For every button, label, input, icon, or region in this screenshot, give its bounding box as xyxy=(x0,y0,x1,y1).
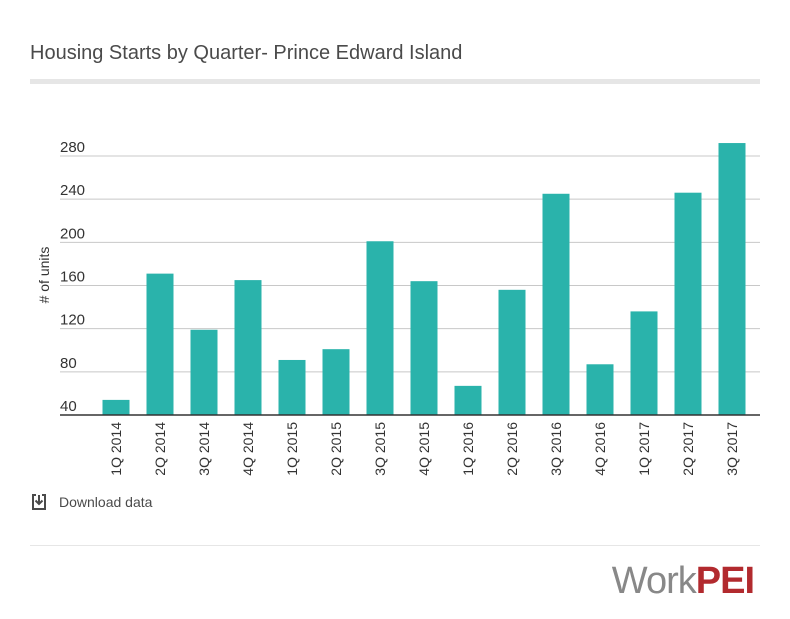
y-tick-label: 120 xyxy=(60,312,85,329)
x-tick-label: 1Q 2015 xyxy=(284,422,300,476)
chart-title: Housing Starts by Quarter- Prince Edward… xyxy=(30,42,463,64)
chart-grid xyxy=(60,155,760,373)
x-tick-label: 1Q 2014 xyxy=(108,422,124,476)
bar-4q-2014[interactable] xyxy=(234,280,262,415)
bar-3q-2017[interactable] xyxy=(718,143,746,416)
x-tick-label: 1Q 2017 xyxy=(636,422,652,476)
x-tick-label: 2Q 2015 xyxy=(328,422,344,476)
bar-1q-2015[interactable] xyxy=(278,359,306,415)
title-divider xyxy=(30,79,760,84)
bar-chart: 40 80 120 160 200 240 280 1Q 2014 2Q 2014 3Q 201… xyxy=(36,139,760,476)
bar-3q-2015[interactable] xyxy=(366,241,394,415)
bar-2q-2016[interactable] xyxy=(498,289,526,415)
bar-3q-2014[interactable] xyxy=(190,329,218,415)
x-tick-label: 3Q 2014 xyxy=(196,422,212,476)
y-tick-label: 80 xyxy=(60,355,77,372)
x-tick-label: 3Q 2016 xyxy=(548,422,564,476)
x-tick-label: 1Q 2016 xyxy=(460,422,476,476)
x-tick-label: 2Q 2017 xyxy=(680,422,696,476)
logo-pei-text: PEI xyxy=(695,560,755,602)
y-tick-label: 280 xyxy=(60,139,85,156)
y-tick-label: 160 xyxy=(60,269,85,286)
bar-4q-2015[interactable] xyxy=(410,281,438,415)
bar-1q-2014[interactable] xyxy=(102,399,130,415)
bar-4q-2016[interactable] xyxy=(586,364,614,415)
x-tick-label: 3Q 2015 xyxy=(372,422,388,476)
x-tick-label: 4Q 2014 xyxy=(240,422,256,476)
bar-1q-2017[interactable] xyxy=(630,311,658,415)
logo-work-text: Work xyxy=(611,560,697,602)
y-axis-label: # of units xyxy=(36,247,52,304)
x-tick-label: 3Q 2017 xyxy=(724,422,740,476)
download-icon xyxy=(30,493,48,511)
chart-bars xyxy=(102,143,746,416)
bar-2q-2017[interactable] xyxy=(674,192,702,415)
y-tick-label: 40 xyxy=(60,398,77,415)
footer-divider xyxy=(30,545,760,546)
y-tick-label: 240 xyxy=(60,182,85,199)
x-tick-label: 2Q 2014 xyxy=(152,422,168,476)
bar-2q-2014[interactable] xyxy=(146,273,174,415)
x-tick-label: 4Q 2015 xyxy=(416,422,432,476)
x-tick-label: 2Q 2016 xyxy=(504,422,520,476)
y-axis-tick-labels: 40 80 120 160 200 240 280 xyxy=(60,139,85,415)
y-tick-label: 200 xyxy=(60,225,85,242)
x-tick-label: 4Q 2016 xyxy=(592,422,608,476)
workpei-logo: WorkPEI xyxy=(611,560,755,603)
bar-3q-2016[interactable] xyxy=(542,193,570,415)
bar-2q-2015[interactable] xyxy=(322,349,350,415)
download-data-label: Download data xyxy=(59,494,153,510)
x-axis-tick-labels: 1Q 2014 2Q 2014 3Q 2014 4Q 2014 1Q 2015 2Q 20… xyxy=(108,422,740,476)
download-data-button[interactable]: Download data xyxy=(30,492,152,512)
bar-1q-2016[interactable] xyxy=(454,385,482,415)
